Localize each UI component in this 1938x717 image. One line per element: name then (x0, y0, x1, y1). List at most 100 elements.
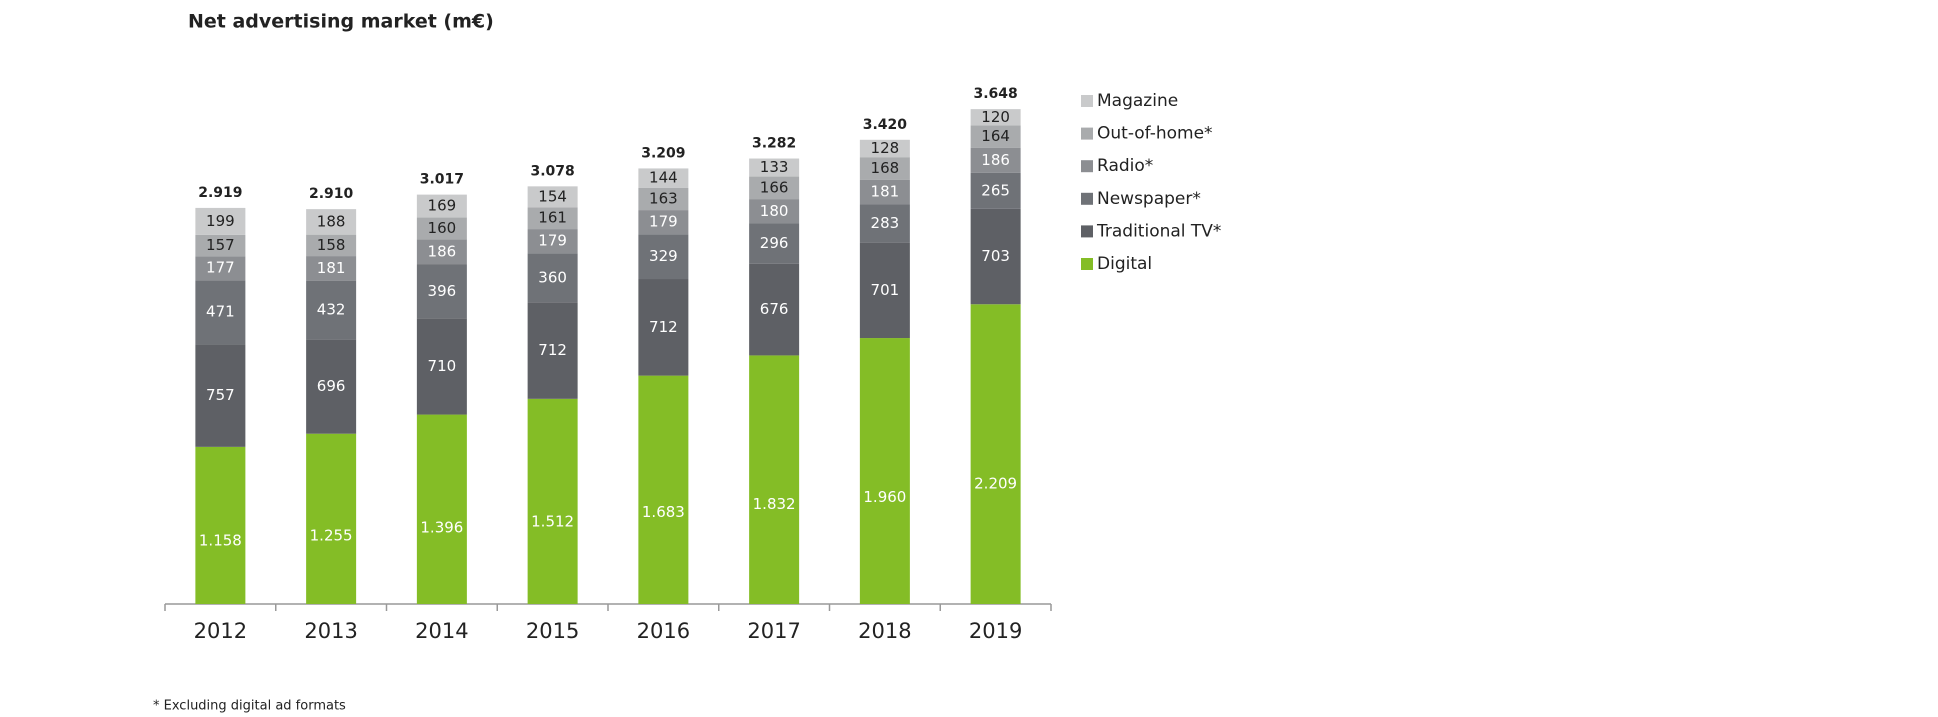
value-label: 1.683 (642, 503, 685, 521)
legend-label: Newspaper* (1097, 189, 1201, 209)
total-label: 3.420 (863, 117, 908, 133)
chart-title: Net advertising market (m€) (188, 11, 494, 33)
value-label: 2.209 (974, 475, 1017, 493)
total-label: 2.910 (309, 186, 354, 202)
value-label: 329 (649, 247, 678, 265)
x-tick-label: 2017 (747, 619, 800, 643)
value-label: 179 (649, 213, 678, 231)
value-label: 158 (317, 236, 346, 254)
value-label: 1.396 (420, 519, 463, 537)
value-label: 144 (649, 169, 678, 187)
value-label: 169 (428, 197, 457, 215)
legend-label: Traditional TV* (1096, 221, 1221, 241)
value-label: 157 (206, 236, 235, 254)
value-label: 120 (981, 108, 1010, 126)
value-label: 360 (538, 268, 567, 286)
value-label: 128 (871, 139, 900, 157)
value-label: 712 (649, 318, 678, 336)
bar-segment (416, 217, 467, 240)
bar-segment (416, 318, 467, 415)
bar-segment (749, 199, 800, 224)
total-label: 3.017 (420, 172, 464, 188)
value-label: 757 (206, 386, 235, 404)
x-tick-label: 2013 (304, 619, 357, 643)
legend-swatch (1081, 160, 1093, 173)
x-tick-label: 2018 (858, 619, 911, 643)
bar-segment (970, 208, 1021, 305)
bar-segment (416, 414, 467, 604)
bar-segment (859, 242, 910, 339)
legend-swatch (1081, 192, 1093, 205)
bar-segment (195, 446, 246, 604)
bar-segment (416, 194, 467, 218)
footnote: * Excluding digital ad formats (153, 699, 346, 714)
legend-swatch (1081, 225, 1093, 238)
value-label: 161 (538, 209, 567, 227)
bar-segment (859, 157, 910, 180)
value-label: 133 (760, 158, 789, 176)
bar-segment (749, 176, 800, 200)
bar-segment (195, 234, 246, 257)
value-label: 712 (538, 341, 567, 359)
value-label: 180 (760, 202, 789, 220)
bar-segment (306, 234, 357, 257)
value-label: 396 (428, 282, 457, 300)
value-label: 160 (428, 219, 457, 237)
bar-segment (749, 223, 800, 264)
bar-segment (416, 239, 467, 265)
bar-segment (527, 186, 578, 208)
total-label: 3.078 (530, 163, 574, 179)
bar-segment (749, 355, 800, 604)
legend-label: Out-of-home* (1097, 124, 1213, 144)
value-label: 154 (538, 187, 567, 205)
value-label: 710 (428, 357, 457, 375)
legend-swatch (1081, 127, 1093, 140)
value-label: 696 (317, 377, 346, 395)
value-label: 265 (981, 181, 1010, 199)
bar-segment (195, 207, 246, 235)
value-label: 283 (871, 214, 900, 232)
bar-segment (195, 344, 246, 447)
legend-label: Digital (1097, 254, 1152, 274)
bar-segment (306, 256, 357, 281)
bar-segment (527, 302, 578, 399)
value-label: 199 (206, 212, 235, 230)
bar-segment (749, 158, 800, 177)
value-label: 1.960 (863, 488, 906, 506)
value-label: 188 (317, 212, 346, 230)
value-label: 471 (206, 303, 235, 321)
bar-segment (638, 279, 689, 376)
bar-segment (859, 338, 910, 604)
value-label: 163 (649, 190, 678, 208)
value-label: 1.255 (310, 526, 353, 544)
value-label: 181 (871, 183, 900, 201)
bar-segment (859, 139, 910, 158)
total-label: 3.209 (641, 146, 685, 162)
value-label: 179 (538, 232, 567, 250)
bar-segment (306, 339, 357, 434)
legend-label: Magazine (1097, 91, 1178, 111)
bar-segment (306, 280, 357, 340)
value-label: 1.512 (531, 512, 574, 530)
value-label: 177 (206, 259, 235, 277)
bar-segment (195, 256, 246, 281)
value-label: 186 (981, 151, 1010, 169)
bar-segment (306, 209, 357, 235)
bar-segment (638, 375, 689, 604)
bar-segment (970, 109, 1021, 126)
bar-segment (970, 125, 1021, 148)
bar-segment (970, 172, 1021, 209)
bar-segment (527, 207, 578, 230)
x-tick-label: 2015 (526, 619, 579, 643)
bar-segment (527, 229, 578, 254)
x-tick-label: 2016 (637, 619, 690, 643)
legend-swatch (1081, 258, 1093, 270)
value-label: 1.832 (753, 495, 796, 513)
bar-segment (749, 263, 800, 356)
value-label: 296 (760, 234, 789, 252)
bar-segment (416, 264, 467, 319)
bar-segment (527, 253, 578, 303)
legend-swatch (1081, 95, 1093, 107)
value-label: 166 (760, 178, 789, 196)
total-label: 3.648 (973, 86, 1017, 102)
